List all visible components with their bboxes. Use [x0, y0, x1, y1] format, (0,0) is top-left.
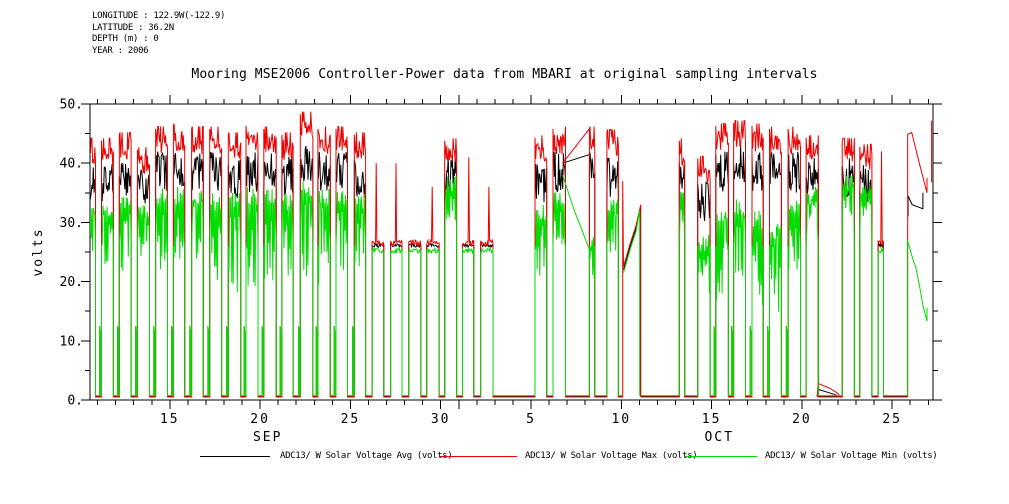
y-axis-title: volts [31, 227, 46, 276]
legend-line-min [685, 456, 757, 457]
metadata-year: YEAR : 2006 [92, 45, 149, 56]
x-tick-label: 25 [882, 412, 902, 427]
legend-line-avg [200, 456, 270, 457]
series-min-line [90, 174, 928, 397]
station-metadata: LONGITUDE : 122.9W(-122.9) LATITUDE : 36… [92, 11, 225, 57]
x-tick-label: 30 [431, 412, 451, 427]
series-max-line [90, 111, 933, 398]
y-tick-label: 0. [67, 394, 83, 409]
series-avg-line [90, 145, 924, 397]
x-tick-label: 25 [341, 412, 361, 427]
legend-label-min: ADC13/ W Solar Voltage Min (volts) [765, 451, 938, 461]
x-tick-label: 15 [702, 412, 722, 427]
x-tick-label: 10 [611, 412, 631, 427]
month-label: SEP [253, 430, 282, 445]
x-tick-label: 20 [250, 412, 270, 427]
axes [81, 95, 942, 409]
y-tick-label: 20. [60, 275, 83, 290]
legend-label-avg: ADC13/ W Solar Voltage Avg (volts) [280, 451, 453, 461]
metadata-depth: DEPTH (m) : 0 [92, 34, 159, 44]
x-tick-label: 5 [526, 412, 536, 427]
x-tick-label: 20 [792, 412, 812, 427]
x-tick-label: 15 [160, 412, 180, 427]
metadata-longitude: LONGITUDE : 122.9W(-122.9) [92, 11, 226, 21]
axis-labels: 15 20 25 30 5 10 15 20 25 SEP OCT 0. 10. 20. 30. 40. 50.… [31, 98, 902, 446]
y-tick-label: 10. [60, 334, 83, 349]
legend-line-max [440, 456, 517, 457]
month-label: OCT [704, 430, 733, 445]
legend-label-max: ADC13/ W Solar Voltage Max (volts) [525, 451, 698, 461]
metadata-latitude: LATITUDE : 36.2N [92, 22, 174, 33]
y-tick-label: 30. [60, 216, 83, 231]
chart-title: Mooring MSE2006 Controller-Power data fr… [191, 67, 818, 82]
y-tick-label: 50. [60, 98, 83, 113]
y-tick-label: 40. [60, 157, 83, 172]
